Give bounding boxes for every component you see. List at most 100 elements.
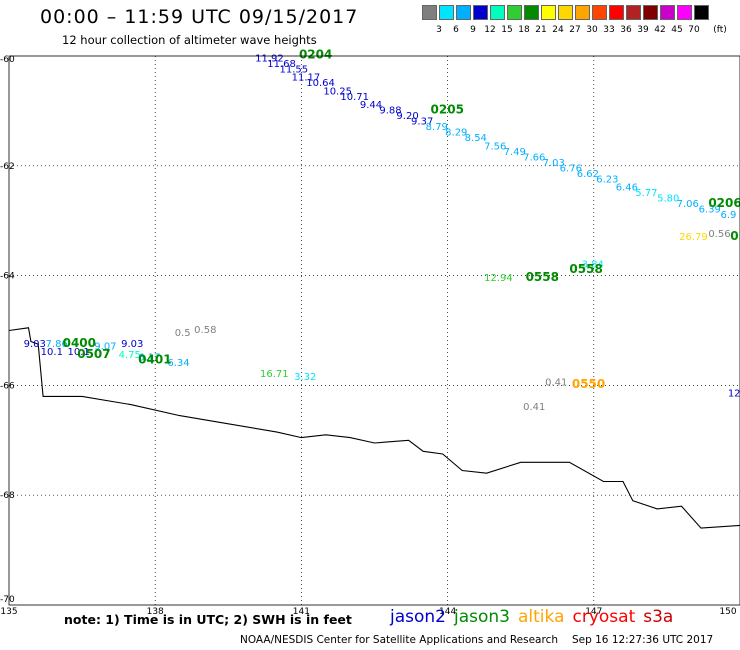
color-scale-label: 42	[654, 25, 666, 35]
lon-tick-label: 144	[439, 607, 456, 617]
credit-text: NOAA/NESDIS Center for Satellite Applica…	[240, 634, 558, 646]
page-subtitle: 12 hour collection of altimeter wave hei…	[62, 33, 317, 47]
color-scale-label: 33	[603, 25, 615, 35]
wave-height-value: 9.03	[24, 339, 46, 350]
wave-height-value: 0.58	[194, 325, 216, 336]
lat-tick-label: -64	[0, 272, 15, 282]
grid-lines	[9, 56, 740, 605]
generated-timestamp: Sep 16 12:27:36 UTC 2017	[572, 634, 714, 646]
wave-height-value: 6.46	[616, 183, 638, 194]
wave-height-value: 7.03	[543, 158, 565, 169]
satellite-s3a: s3a	[643, 607, 674, 627]
wave-height-value: 11.92	[255, 53, 284, 64]
wave-height-value: 12.94	[484, 273, 513, 284]
color-scale-label: 36	[620, 25, 632, 35]
wave-height-value: 5.80	[657, 193, 679, 204]
color-swatch	[473, 5, 488, 20]
color-swatch	[575, 5, 590, 20]
satellite-jason3: jason3	[454, 607, 510, 627]
page-title: 00:00 – 11:59 UTC 09/15/2017	[40, 6, 359, 28]
color-scale-label: 21	[535, 25, 547, 35]
wave-height-value: 3.84	[582, 259, 604, 270]
color-scale-label: 45	[671, 25, 683, 35]
satellite-jason2: jason2	[390, 607, 446, 627]
wave-height-value: 0.5	[175, 328, 191, 339]
color-scale-label: 24	[552, 25, 564, 35]
footer-note: note: 1) Time is in UTC; 2) SWH is in fe…	[64, 612, 352, 627]
color-swatch	[694, 5, 709, 20]
wave-height-value: 9.44	[360, 100, 382, 111]
wave-height-value: 7.66	[523, 152, 545, 163]
map-frame	[8, 55, 740, 606]
color-scale-label: 3	[436, 25, 442, 35]
color-swatch	[490, 5, 505, 20]
pass-time-label: 0558	[526, 270, 559, 284]
pass-time-label: 0507	[77, 347, 110, 361]
color-scale-label: 15	[501, 25, 513, 35]
wave-height-value: 10.1	[41, 347, 63, 358]
satellite-legend: jason2 jason3 altika cryosat s3a	[390, 607, 681, 627]
color-swatch	[592, 5, 607, 20]
wave-height-value: 0.41	[545, 377, 567, 388]
wave-height-value: 8.29	[445, 128, 467, 139]
color-swatch	[660, 5, 675, 20]
wave-height-value: 10.1	[67, 347, 89, 358]
color-scale-label: 6	[453, 25, 459, 35]
color-swatch	[558, 5, 573, 20]
coastline	[8, 327, 740, 529]
wave-height-value: 9.20	[396, 111, 418, 122]
wave-height-value: 6.76	[560, 163, 582, 174]
pass-time-label: 0401	[138, 352, 171, 366]
color-swatch	[609, 5, 624, 20]
color-swatch	[456, 5, 471, 20]
lat-tick-label: -66	[0, 381, 15, 391]
wave-height-value: 6.23	[596, 174, 618, 185]
color-scale-label: 39	[637, 25, 649, 35]
wave-height-value: 8.54	[465, 133, 487, 144]
axis-tick-labels: 135 138 141 144 147 150 -60 -62 -64 -66 -68 -70	[0, 55, 737, 617]
color-scale-label: 18	[518, 25, 530, 35]
wave-height-value: 16.71	[260, 369, 289, 380]
wave-height-value: 8.79	[426, 122, 448, 133]
color-scale-label: 27	[569, 25, 581, 35]
lon-tick-label: 141	[293, 607, 310, 617]
lon-tick-label: 135	[0, 607, 17, 617]
lon-tick-label: 150	[719, 607, 736, 617]
pass-time-label: 0206	[708, 196, 740, 210]
satellite-altika: altika	[518, 607, 565, 627]
color-scale-label: 12	[484, 25, 496, 35]
wave-height-value: 11.68	[267, 59, 296, 70]
antarctic-coastline	[8, 327, 740, 529]
pass-time-label: 0550	[572, 377, 605, 391]
wave-height-value: 9.88	[379, 106, 401, 117]
lat-tick-label: -60	[0, 55, 15, 65]
wave-height-value: 6.34	[167, 358, 189, 369]
wave-height-value: 12	[728, 388, 740, 399]
wave-height-value: 9.37	[411, 117, 433, 128]
wave-height-value: 0.41	[523, 402, 545, 413]
satellite-cryosat: cryosat	[572, 607, 636, 627]
wave-height-value: 4.75	[119, 350, 141, 361]
color-swatch	[541, 5, 556, 20]
color-scale-label: 30	[586, 25, 598, 35]
wave-height-value: 10.25	[323, 86, 352, 97]
wave-height-value: 9.07	[94, 342, 116, 353]
color-swatch	[677, 5, 692, 20]
wave-height-value: 7.49	[504, 147, 526, 158]
wave-height-value: 3.32	[294, 372, 316, 383]
pass-time-label: 05	[730, 229, 740, 243]
wave-height-value: 6.17	[138, 353, 160, 364]
color-scale-label: 70	[688, 25, 700, 35]
wave-height-value: 0.56	[708, 229, 730, 240]
color-swatch	[439, 5, 454, 20]
wave-height-value: 11.55	[279, 64, 308, 75]
lat-tick-label: -62	[0, 162, 15, 172]
color-swatch	[422, 5, 437, 20]
pass-time-label: 0400	[63, 336, 96, 350]
observation-labels: 11.9211.6811.5511.1710.6410.2510.719.449…	[24, 53, 740, 413]
color-swatch	[643, 5, 658, 20]
lon-tick-label: 147	[585, 607, 602, 617]
wave-height-value: 10.64	[306, 78, 335, 89]
